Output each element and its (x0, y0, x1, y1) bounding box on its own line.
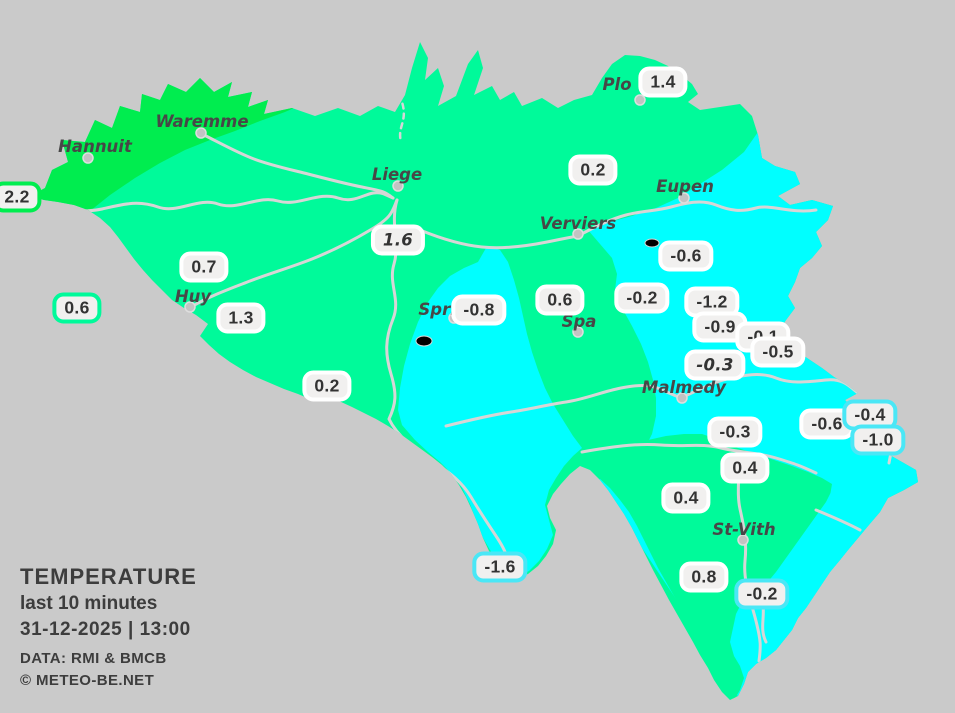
city-label: Malmedy (642, 378, 727, 397)
city-waremme: Waremme (155, 112, 249, 139)
city-dot (634, 94, 646, 106)
data-source: DATA: RMI & BMCB (20, 650, 167, 667)
city-label: Eupen (656, 177, 714, 196)
temperature-badge: 1.4 (638, 66, 688, 98)
city-spa: Spa (562, 312, 597, 338)
city-dot (572, 326, 584, 338)
city-label: Verviers (540, 214, 617, 233)
temperature-badge: 0.2 (302, 370, 352, 402)
city-liege: Liege (372, 165, 422, 192)
temperature-badge: 0.6 (52, 292, 102, 324)
city-dot (676, 392, 688, 404)
city-verviers: Verviers (540, 214, 617, 240)
city-label: Liege (372, 165, 422, 184)
temperature-badge: 2.2 (0, 181, 42, 213)
temperature-badge: 0.2 (568, 154, 618, 186)
title-block: TEMPERATURE last 10 minutes 31-12-2025 |… (20, 564, 197, 689)
temperature-badge: 0.8 (679, 561, 729, 593)
temperature-badge: -0.2 (734, 578, 790, 610)
lake (644, 238, 660, 248)
temperature-badge: -0.8 (451, 294, 507, 326)
temperature-badge: -1.0 (850, 424, 906, 456)
city-stvith: St-Vith (712, 520, 776, 546)
page-subtitle: last 10 minutes (20, 593, 158, 614)
city-markers: Hannuit Waremme Liege Plo Eupen Verviers… (58, 75, 776, 546)
city-malmedy: Malmedy (642, 378, 727, 404)
city-plombieres: Plo (602, 75, 646, 106)
cold-region-central (398, 247, 582, 576)
temperature-badge: -0.2 (614, 282, 670, 314)
city-dot (392, 180, 404, 192)
city-label: Plo (602, 75, 631, 94)
city-dot (82, 152, 94, 164)
city-label: Hannuit (58, 137, 133, 156)
temperature-badge: 1.6 (370, 224, 426, 256)
city-huy: Huy (175, 287, 213, 313)
city-dot (678, 192, 690, 204)
temperature-badge: -0.6 (658, 240, 714, 272)
temperature-badge: -0.5 (750, 336, 806, 368)
city-eupen: Eupen (656, 177, 714, 204)
city-dot (195, 127, 207, 139)
temperature-badge: -0.3 (707, 416, 763, 448)
temperature-badge: 1.3 (216, 302, 266, 334)
temperature-badge: 0.4 (720, 452, 770, 484)
temperature-badge: -0.3 (684, 349, 746, 381)
city-label: Spa (562, 312, 597, 331)
city-label: St-Vith (712, 520, 775, 539)
temperature-badge: 0.7 (179, 251, 229, 283)
city-dot (737, 534, 749, 546)
city-label: Waremme (155, 112, 248, 131)
temperature-badge: -1.6 (472, 551, 528, 583)
city-dot (572, 228, 584, 240)
lake (415, 335, 433, 347)
temperature-badge: 0.4 (661, 482, 711, 514)
copyright-label: © METEO-BE.NET (20, 672, 155, 689)
date-time: 31-12-2025 | 13:00 (20, 619, 191, 640)
cold-region-southeast (748, 484, 880, 692)
river-road-lines (33, 42, 894, 663)
temperature-badge: 0.6 (535, 284, 585, 316)
page-title: TEMPERATURE (20, 564, 197, 589)
city-dot (184, 301, 196, 313)
city-hannuit: Hannuit (58, 137, 133, 164)
city-label: Huy (175, 287, 213, 306)
